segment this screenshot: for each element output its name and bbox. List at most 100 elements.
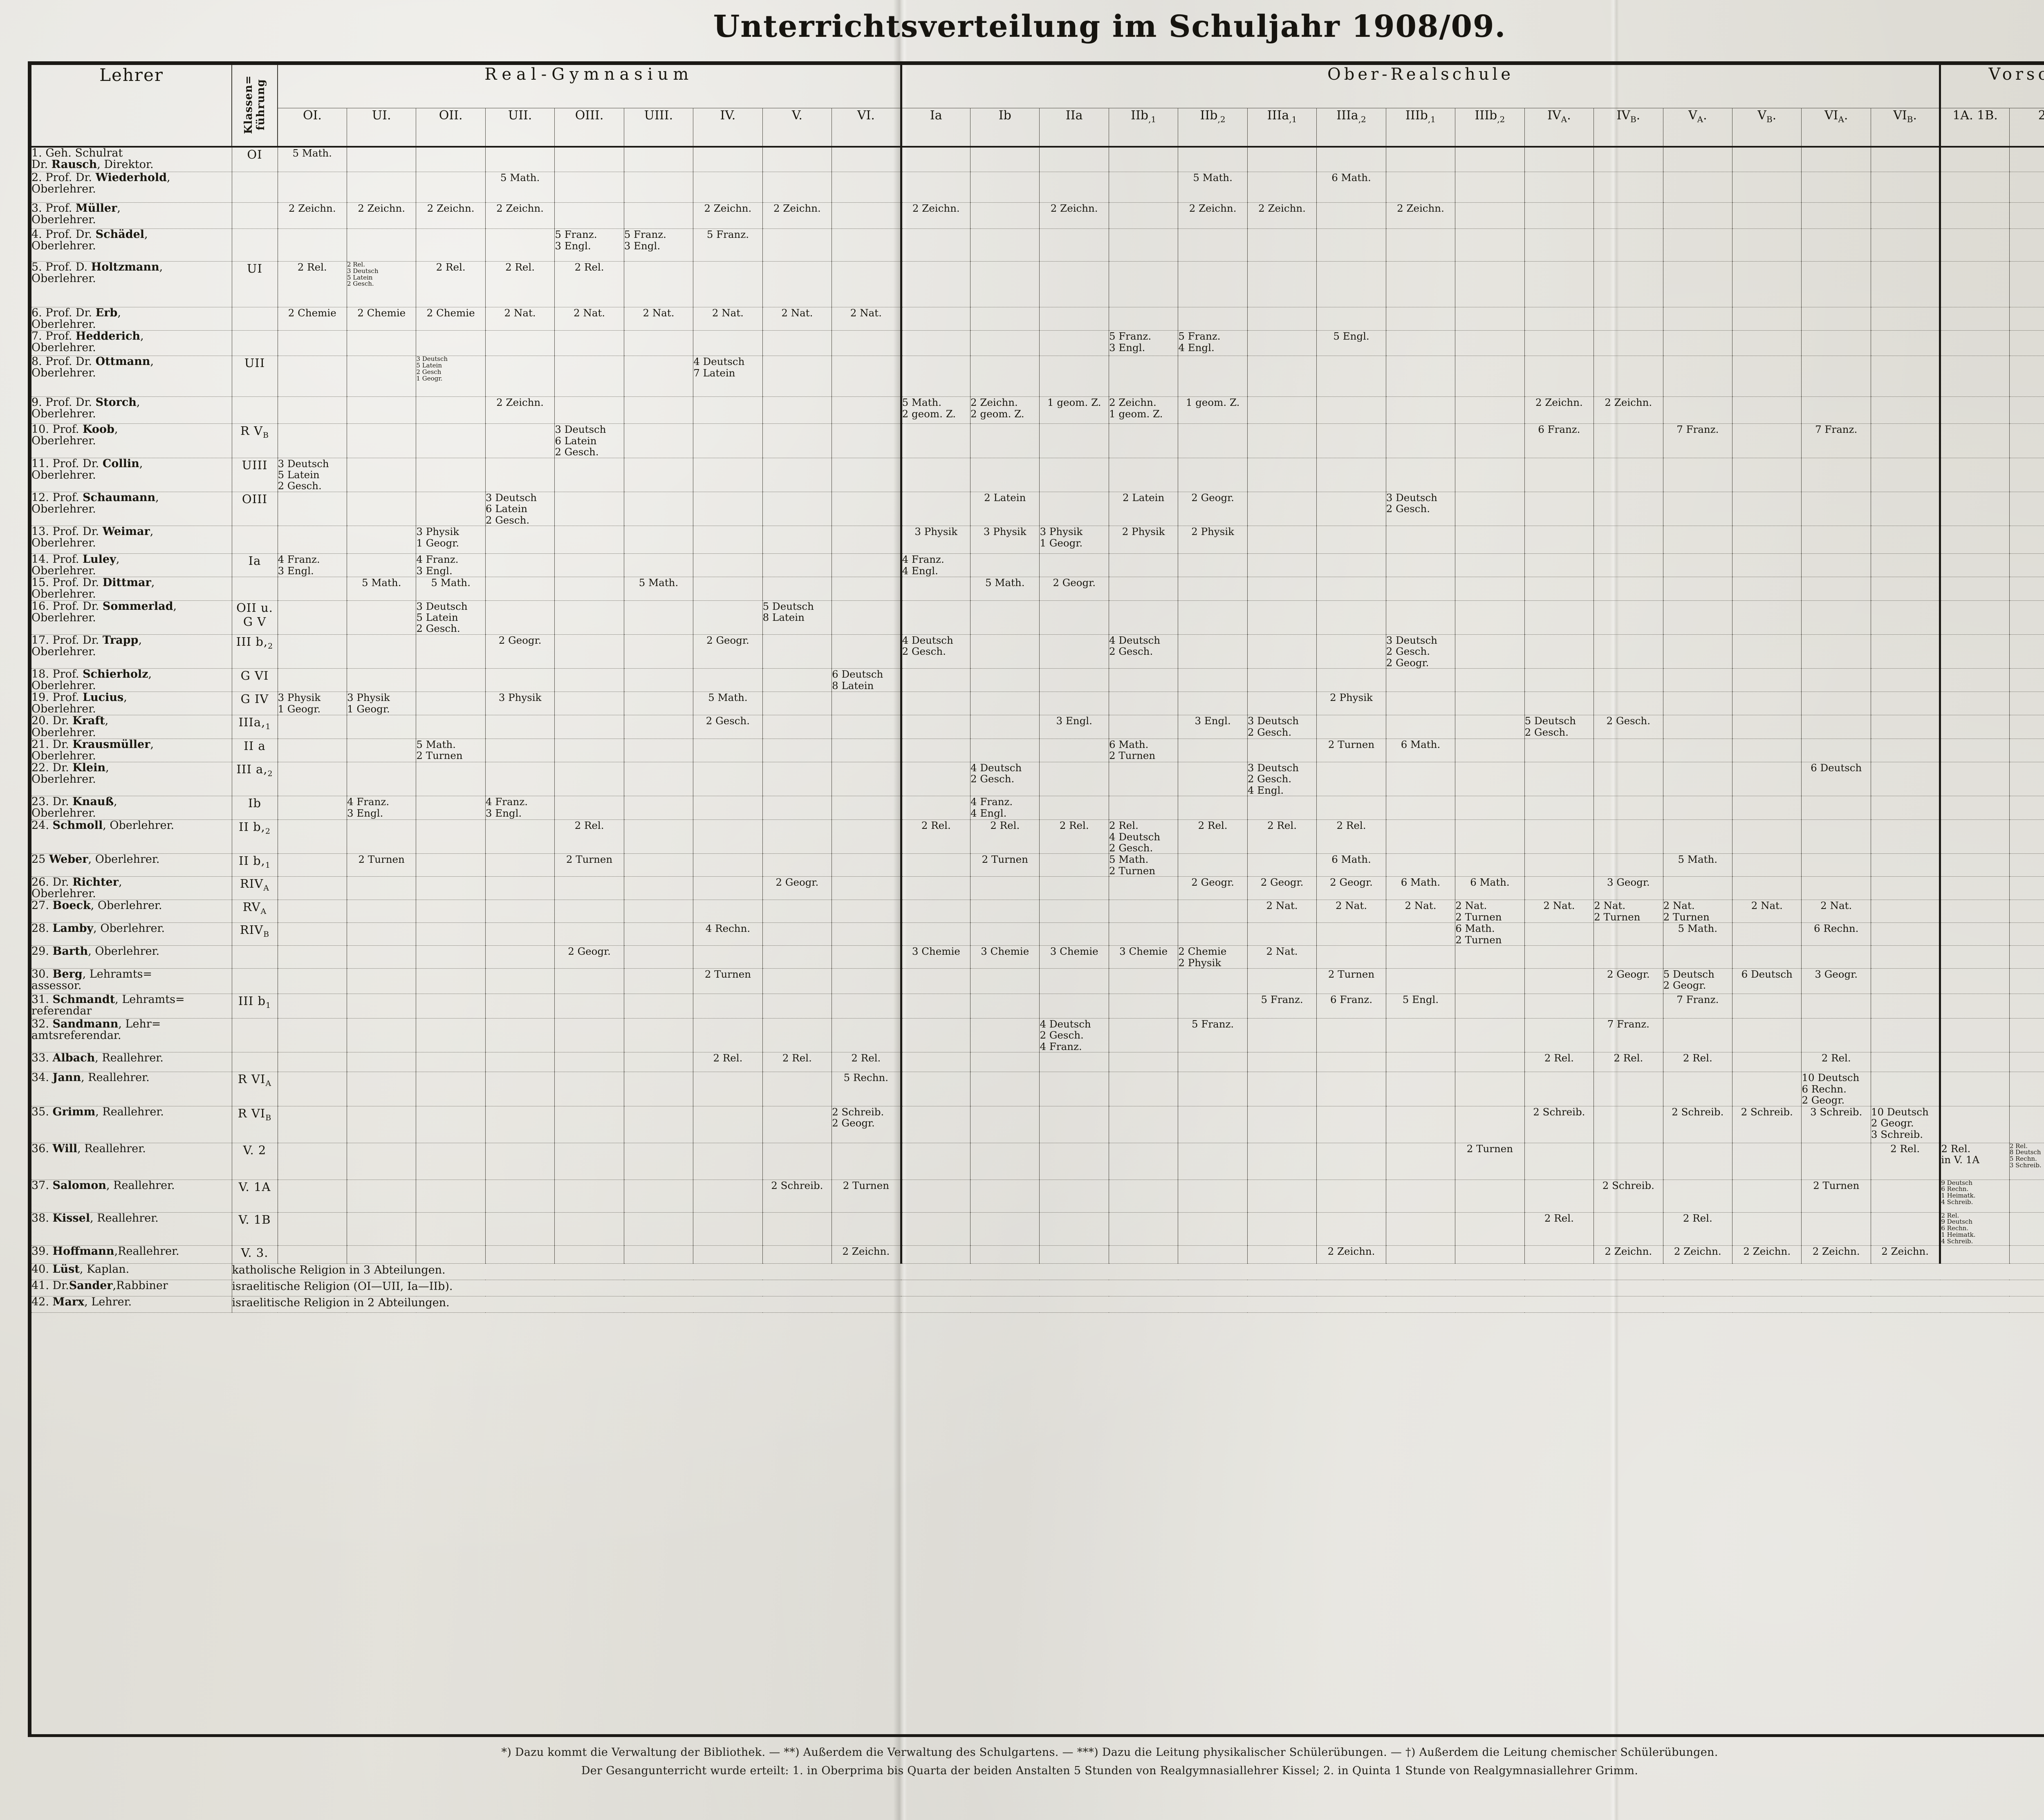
empty-cell <box>1386 1052 1456 1072</box>
column-header-iva: IVA. <box>1524 108 1594 148</box>
table-row: 34. Jann, Reallehrer. R VIA 5 Rechn. 10 Deu… <box>31 1072 2044 1106</box>
empty-cell <box>1940 668 2010 692</box>
empty-cell <box>1109 796 1179 820</box>
lesson-cell: 5 Math. <box>485 172 555 203</box>
empty-cell <box>762 423 832 458</box>
empty-cell <box>970 261 1040 308</box>
empty-cell <box>1594 492 1663 526</box>
empty-cell <box>2009 739 2044 762</box>
empty-cell <box>1732 715 1802 739</box>
empty-cell <box>347 1018 417 1053</box>
empty-cell <box>1801 668 1871 692</box>
empty-cell <box>1247 330 1317 356</box>
empty-cell <box>485 994 555 1019</box>
empty-cell <box>1455 600 1525 635</box>
lesson-cell: 4 Rechn. <box>693 922 763 946</box>
empty-cell <box>554 994 624 1019</box>
empty-cell <box>1801 819 1871 854</box>
empty-cell <box>1109 458 1179 492</box>
klassenfuehrung-cell <box>232 968 278 994</box>
empty-cell <box>1594 577 1663 601</box>
empty-cell <box>278 228 347 262</box>
empty-cell <box>1386 922 1456 946</box>
lesson-cell: 2 Schreib. <box>1663 1106 1733 1143</box>
table-row: 33. Albach, Reallehrer. 2 Rel. 2 Rel. 2 Rel… <box>31 1052 2044 1072</box>
empty-cell <box>762 1018 832 1053</box>
empty-cell <box>1109 715 1179 739</box>
empty-cell <box>693 146 763 172</box>
empty-cell <box>485 853 555 877</box>
row-number: 31. <box>31 993 49 1006</box>
empty-cell <box>1871 228 1941 262</box>
empty-cell <box>1178 853 1248 877</box>
empty-cell <box>2009 692 2044 716</box>
empty-cell <box>1524 853 1594 877</box>
empty-cell <box>1801 330 1871 356</box>
lesson-cell: 2 Zeichn. <box>347 202 417 229</box>
empty-cell <box>1940 715 2010 739</box>
empty-cell <box>1386 1212 1456 1246</box>
empty-cell <box>831 1018 902 1053</box>
empty-cell <box>762 922 832 946</box>
empty-cell <box>762 634 832 669</box>
lesson-cell: 5 Franz. 3 Engl. <box>1109 330 1179 356</box>
lesson-cell: 4 Deutsch 2 Gesch. <box>970 762 1040 797</box>
empty-cell <box>901 1180 971 1213</box>
row-number: 1. <box>31 146 42 159</box>
empty-cell <box>1316 1106 1386 1143</box>
lesson-cell: 5 Engl. <box>1386 994 1456 1019</box>
empty-cell <box>416 968 486 994</box>
empty-cell <box>624 1143 694 1180</box>
empty-cell <box>2009 900 2044 923</box>
empty-cell <box>1386 1072 1456 1106</box>
empty-cell <box>1039 876 1109 900</box>
row-number: 2. <box>31 171 42 184</box>
teacher-name-cell: 25 Weber, Oberlehrer. <box>31 854 232 877</box>
empty-cell <box>1801 146 1871 172</box>
empty-cell <box>1801 492 1871 526</box>
klassenfuehrung-cell: R VIB <box>232 1106 278 1143</box>
empty-cell <box>1940 261 2010 308</box>
empty-cell <box>278 634 347 669</box>
empty-cell <box>416 458 486 492</box>
empty-cell <box>1871 796 1941 820</box>
empty-cell <box>485 1106 555 1143</box>
teacher-name-cell: 6. Prof. Dr. Erb, Oberlehrer. <box>31 307 232 331</box>
page-title: Unterrichtsverteilung im Schuljahr 1908/… <box>713 9 1506 44</box>
lesson-cell: 2 Nat. 2 Turnen <box>1663 900 1733 923</box>
empty-cell <box>1109 307 1179 331</box>
timetable: Lehrer Klassen= führung Real-Gymnasium Ob… <box>31 65 2044 1313</box>
table-row: 13. Prof. Dr. Weimar, Oberlehrer. 3 Physik… <box>31 526 2044 554</box>
empty-cell <box>1871 853 1941 877</box>
empty-cell <box>1178 692 1248 716</box>
lesson-cell: 7 Franz. <box>1663 994 1733 1019</box>
empty-cell <box>278 715 347 739</box>
empty-cell <box>1524 796 1594 820</box>
empty-cell <box>693 423 763 458</box>
table-row: 32. Sandmann, Lehr= amtsreferendar. 4 Deut… <box>31 1018 2044 1053</box>
empty-cell <box>554 458 624 492</box>
empty-cell <box>970 307 1040 331</box>
empty-cell <box>416 762 486 797</box>
lesson-cell: 2 Zeichn. <box>278 202 347 229</box>
empty-cell <box>901 423 971 458</box>
empty-cell <box>416 945 486 969</box>
empty-cell <box>1663 458 1733 492</box>
empty-cell <box>278 668 347 692</box>
empty-cell <box>1386 261 1456 308</box>
row-number: 39. <box>31 1245 49 1258</box>
empty-cell <box>1178 553 1248 578</box>
empty-cell <box>1316 553 1386 578</box>
lesson-cell: 1 geom. Z. <box>1178 396 1248 424</box>
empty-cell <box>624 819 694 854</box>
empty-cell <box>831 458 902 492</box>
empty-cell <box>1663 1072 1733 1106</box>
empty-cell <box>1386 172 1456 203</box>
empty-cell <box>1247 634 1317 669</box>
teacher-name-cell: 26. Dr. Richter, Oberlehrer. <box>31 877 232 900</box>
empty-cell <box>693 600 763 635</box>
table-row: 37. Salomon, Reallehrer. V. 1A 2 Schreib. 2… <box>31 1180 2044 1213</box>
empty-cell <box>1940 900 2010 923</box>
column-header-ia: Ia <box>901 108 971 148</box>
empty-cell <box>347 994 417 1019</box>
